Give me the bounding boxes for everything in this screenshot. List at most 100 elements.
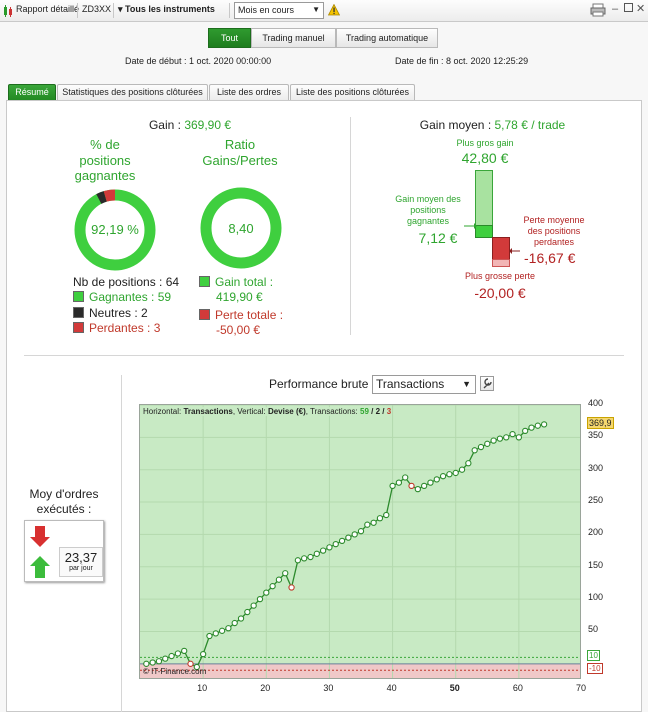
loss-total-label: Perte totale : [215, 308, 284, 322]
instruments-label: Tous les instruments [125, 4, 215, 14]
y-tick-label: 200 [588, 527, 604, 538]
data-point [357, 528, 365, 535]
data-point [414, 485, 421, 493]
performance-select[interactable]: Transactions ▼ [372, 375, 476, 394]
chart-divider [121, 375, 122, 712]
data-point [256, 595, 264, 603]
maximize-icon[interactable] [624, 3, 633, 15]
mode-auto-button[interactable]: Trading automatique [336, 28, 438, 48]
close-icon[interactable]: ✕ [636, 3, 646, 15]
data-point [326, 544, 333, 551]
buy-sell-arrows-icon [30, 526, 50, 578]
y-tick-label: 100 [588, 592, 604, 603]
avg-loss-arrow-icon [509, 248, 512, 254]
ticker-label[interactable]: ZD3XX [82, 4, 112, 14]
end-date: Date de fin : 8 oct. 2020 12:25:29 [395, 56, 529, 66]
avg-loss-label-line1: Perte moyenne [523, 215, 585, 225]
x-tick-label: 40 [386, 683, 397, 693]
loss-total-value: -50,00 € [216, 323, 261, 337]
avg-loss-bar [492, 237, 510, 260]
avg-gain-title: Gain moyen : 5,78 € / trade [380, 118, 605, 132]
winners-count: Gagnantes : 59 [89, 290, 172, 305]
win-rate-value: 92,19 % [91, 222, 139, 237]
period-select[interactable]: Mois en cours ▼ [234, 2, 324, 19]
chart-info-prefix: Horizontal: [143, 407, 184, 416]
ratio-title-line2: Gains/Pertes [202, 152, 278, 168]
gain-value: 369,90 € [184, 118, 232, 132]
data-point [345, 534, 352, 541]
avg-gain-bar [475, 225, 493, 238]
warning-icon[interactable] [327, 3, 341, 19]
y-tick-label: 250 [588, 495, 604, 506]
data-point [307, 553, 314, 561]
data-point [193, 663, 200, 671]
data-point [206, 632, 213, 640]
data-point [181, 647, 188, 655]
dropdown-arrow-icon: ▼ [462, 379, 471, 389]
win-rate-title: % de positions gagnantes [55, 137, 155, 184]
x-tick-label: 70 [576, 683, 587, 693]
gain-summary: Gain : 369,90 € [40, 118, 340, 132]
data-point [250, 602, 257, 609]
data-point [465, 460, 472, 467]
data-point [237, 615, 245, 622]
win-rate-title-line1: % de [90, 137, 120, 152]
mode-manual-button[interactable]: Trading manuel [251, 28, 336, 48]
chart-settings-button[interactable] [480, 376, 494, 391]
avg-win-label-line2: positions [410, 205, 446, 215]
losers-count: Perdantes : 3 [89, 320, 161, 335]
gain-total-value: 419,90 € [216, 290, 263, 304]
data-point [332, 540, 339, 548]
data-point [522, 427, 529, 435]
chart-info-losses: 3 [386, 407, 392, 416]
data-point [395, 479, 403, 486]
positions-legend: Nb de positions : 64 Gagnantes : 59 Neut… [73, 275, 179, 336]
y-axis: 50 100 150 200 250 300 350 400 369,9 10 -10 [582, 398, 648, 685]
data-point [225, 625, 232, 632]
x-tick-label: 30 [323, 683, 334, 693]
minimize-icon[interactable]: – [612, 3, 619, 15]
tab-closed-list[interactable]: Liste des positions clôturées [290, 84, 415, 100]
tab-orders[interactable]: Liste des ordres [209, 84, 289, 100]
data-point [515, 434, 523, 441]
avg-win-label: Gain moyen des positions gagnantes [392, 194, 464, 227]
data-point [477, 443, 485, 451]
chart-info-horizontal: Transactions [183, 407, 233, 416]
wrench-icon [483, 378, 492, 389]
data-point [269, 583, 276, 590]
x-tick-label: 20 [260, 683, 271, 693]
y-tick-label: 300 [588, 462, 604, 473]
x-tick-label: 10 [197, 683, 208, 693]
avg-gain-arrow-icon [474, 223, 477, 229]
data-point [187, 660, 194, 667]
data-point [370, 519, 377, 526]
avg-gain-value: 5,78 € / trade [494, 118, 566, 132]
data-point [389, 482, 396, 490]
chart-info-sep2: / [380, 407, 387, 416]
max-gain-bar [475, 170, 493, 226]
x-tick-label: 60 [512, 683, 523, 693]
ratio-title-line1: Ratio [224, 137, 256, 152]
data-point [319, 547, 327, 554]
print-icon[interactable] [590, 3, 606, 20]
loss-arc [74, 189, 156, 271]
tab-closed-stats[interactable]: Statistiques des positions clôturées [57, 84, 208, 100]
avg-loss-label: Perte moyenne des positions perdantes [518, 215, 590, 248]
mode-all-button[interactable]: Tout [208, 28, 251, 48]
avg-loss-value: -16,67 € [524, 250, 576, 266]
win-rate-donut [74, 189, 156, 271]
orders-unit: par jour [69, 565, 93, 572]
data-point [162, 655, 169, 662]
ratio-value: 8,40 [228, 221, 254, 236]
data-point [509, 430, 516, 438]
orders-card: 23,37 par jour [24, 520, 104, 582]
tab-summary[interactable]: Résumé [8, 84, 56, 100]
data-point [275, 576, 283, 583]
gain-loss-bars [464, 170, 520, 267]
toolbar: Rapport détaillé ZD3XX ▾ Tous les instru… [0, 0, 648, 22]
data-point [263, 589, 270, 596]
threshold-label-upper: 10 [587, 650, 600, 662]
data-point [143, 660, 150, 667]
instruments-selector[interactable]: ▾ Tous les instruments [118, 4, 215, 15]
data-point [199, 650, 207, 658]
